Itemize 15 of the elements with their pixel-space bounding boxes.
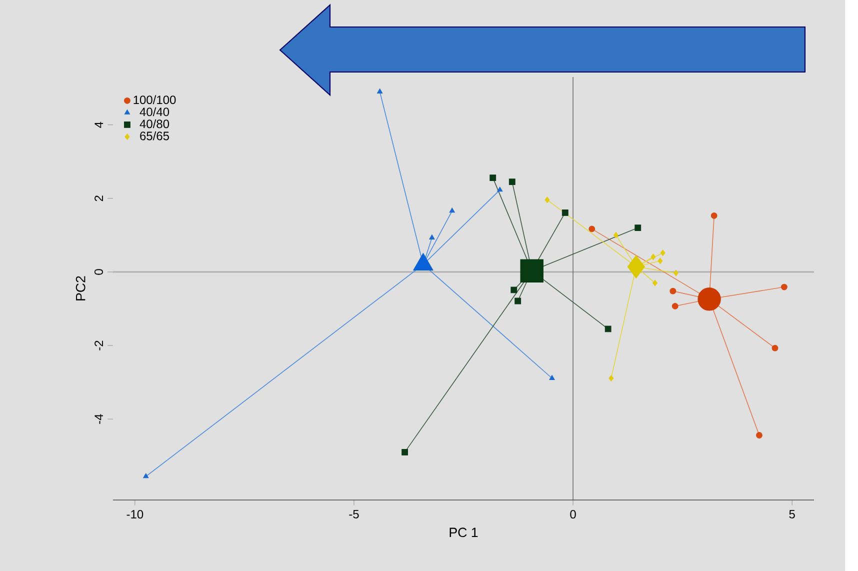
y-tick-label: -2	[94, 340, 103, 350]
y-tick-label: 0	[94, 269, 103, 275]
y-tick-label: 2	[94, 196, 103, 202]
legend-label: 100/100	[134, 95, 176, 104]
y-tick-label: -4	[94, 414, 103, 424]
legend-label: 40/40	[140, 107, 170, 116]
x-axis-title: PC 1	[450, 528, 478, 538]
x-tick-label: -10	[126, 510, 144, 519]
legend-label: 65/65	[140, 131, 170, 140]
y-axis-title: PC2	[76, 276, 86, 300]
x-tick-label: -5	[349, 510, 359, 518]
legend-label: 40/80	[140, 119, 170, 128]
y-tick-label: 4	[94, 122, 103, 128]
x-tick-label: 0	[570, 510, 576, 519]
x-tick-label: 5	[789, 510, 795, 518]
